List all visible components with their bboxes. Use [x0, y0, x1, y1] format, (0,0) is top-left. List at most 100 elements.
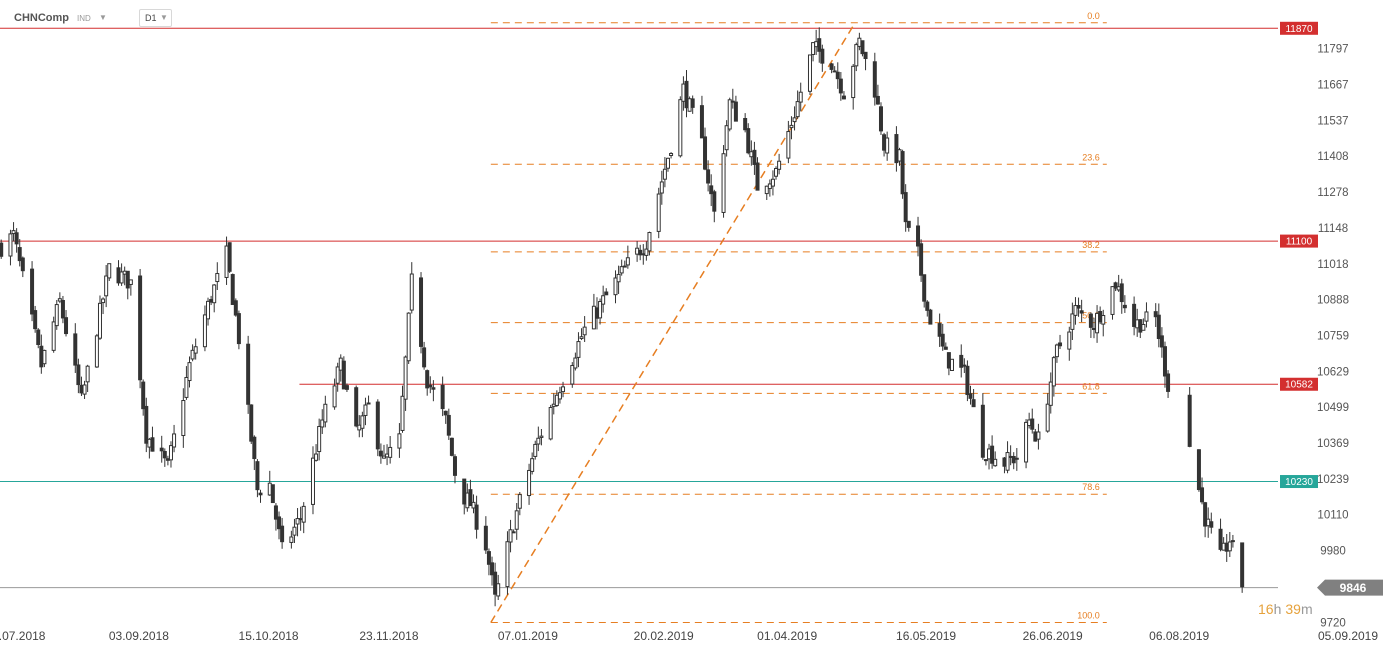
candle-body [690, 98, 695, 108]
candle-body [406, 312, 411, 362]
candle-body [851, 65, 856, 99]
candle-body [449, 437, 454, 456]
candle-body [1156, 314, 1161, 340]
candle-body [1067, 331, 1072, 350]
price-tag-11870 [1280, 21, 1318, 35]
candle-body [1054, 344, 1059, 358]
candle-body [230, 274, 235, 305]
candle-body [829, 63, 834, 70]
candle-body [375, 401, 380, 450]
candle-body [644, 248, 649, 256]
timeframe-value: D1 [145, 13, 157, 23]
y-tick-label: 10499 [1317, 402, 1349, 414]
candle-body [298, 518, 303, 521]
price-tag-text: 11870 [1285, 24, 1313, 35]
y-tick-label: 10888 [1317, 295, 1349, 307]
candle-body [863, 51, 868, 60]
candle-body [419, 277, 424, 347]
candle-body [474, 504, 479, 530]
candle-body [64, 317, 69, 335]
candle-body [1135, 319, 1140, 329]
candle-body [922, 274, 927, 302]
candle-body [1122, 304, 1127, 309]
price-tag-text: 10230 [1285, 477, 1313, 488]
candle-body [835, 71, 840, 80]
fib-label-0-0: 0.0 [1087, 11, 1100, 21]
candle-body [647, 232, 652, 252]
candle-body [777, 160, 782, 170]
candle-body [1073, 305, 1078, 316]
candle-body [795, 101, 800, 118]
candle-body [656, 193, 661, 232]
symbol-dropdown-icon[interactable]: ▼ [99, 13, 107, 22]
candle-body [1218, 528, 1223, 550]
x-tick-label: 20.02.2019 [634, 629, 694, 643]
candle-body [400, 395, 405, 431]
candle-body [598, 301, 603, 319]
candle-body [462, 478, 467, 505]
candle-body [678, 99, 683, 157]
candle-body [616, 273, 621, 283]
candle-body [1011, 456, 1016, 464]
candle-body [613, 277, 618, 296]
candle-body [314, 453, 319, 461]
candle-body [273, 505, 278, 520]
candle-body [452, 456, 457, 476]
candle-body [561, 386, 566, 393]
candle-body [928, 309, 933, 325]
candle-body [73, 333, 78, 366]
candle-body [42, 349, 47, 365]
candle-body [144, 405, 149, 444]
candle-body [746, 128, 751, 154]
candle-body [249, 404, 254, 442]
candle-body [684, 80, 689, 109]
candle-body [357, 424, 362, 431]
candle-body [709, 185, 714, 195]
candle-body [536, 437, 541, 445]
candle-body [1033, 431, 1038, 442]
price-axis[interactable]: 9720 9980 10110 10239 10369 10499 10629 10759 10… [1317, 43, 1349, 629]
candle-body [557, 392, 562, 400]
candle-body [514, 510, 519, 530]
candle-body [662, 168, 667, 180]
candle-body [872, 61, 877, 98]
candle-body [310, 457, 315, 505]
candle-body [925, 301, 930, 311]
symbol-name[interactable]: CHNComp [14, 12, 69, 24]
candle-body [270, 484, 275, 504]
candle-body [295, 518, 300, 525]
candle-body [687, 98, 692, 112]
candle-body [916, 225, 921, 247]
candle-body [252, 436, 257, 460]
candle-body [755, 162, 760, 191]
candle-body [280, 525, 285, 543]
candle-body [335, 366, 340, 384]
time-axis[interactable]: 25.07.2018 03.09.2018 15.10.2018 23.11.2018… [0, 629, 1378, 643]
y-tick-label: 10239 [1317, 474, 1349, 486]
candle-body [443, 410, 448, 416]
y-tick-label: 10110 [1317, 510, 1348, 522]
candle-body [14, 232, 19, 245]
candle-body [428, 384, 433, 388]
candle-body [1058, 342, 1063, 347]
candle-body [770, 178, 775, 187]
candle-body [576, 341, 581, 358]
candle-body [116, 267, 121, 284]
price-tag-11100 [1280, 234, 1318, 248]
candle-body [527, 469, 532, 497]
candle-body [246, 343, 251, 405]
candle-body [8, 233, 13, 257]
candle-body [1101, 315, 1106, 325]
candle-body [292, 526, 297, 536]
candle-body [320, 419, 325, 428]
candle-body [530, 458, 535, 472]
candle-body [1224, 542, 1229, 552]
candle-body [187, 362, 192, 382]
candle-body [943, 346, 948, 350]
candle-body [946, 352, 951, 369]
timeframe-select[interactable]: D1 ▼ [139, 9, 172, 27]
candle-body [789, 124, 794, 129]
candlestick-series [0, 27, 1245, 607]
y-tick-label: 11278 [1317, 187, 1348, 199]
